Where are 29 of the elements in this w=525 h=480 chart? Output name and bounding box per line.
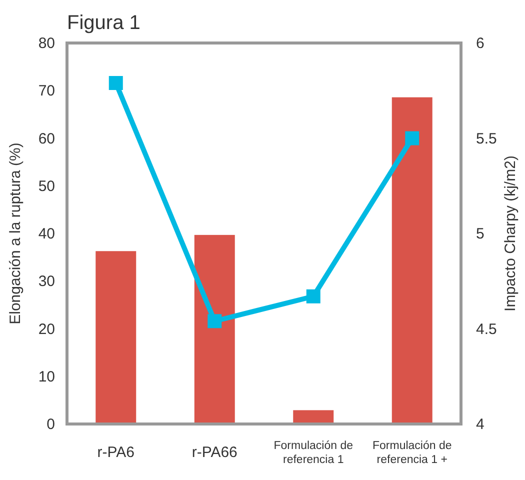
y-tick-label: 30: [38, 273, 55, 290]
bar: [392, 97, 432, 424]
y-tick-label: 50: [38, 178, 55, 195]
y-tick-label: 60: [38, 130, 55, 148]
x-tick-label: Formulación de referencia 1: [274, 440, 354, 466]
y-tick-label: 70: [38, 82, 55, 100]
y-axis-title: Elongación a la ruptura (%): [7, 142, 24, 324]
y2-tick-label: 5.5: [476, 130, 497, 148]
point: [405, 131, 420, 146]
y2-tick-label: 5: [476, 226, 484, 242]
y-tick-label: 80: [38, 35, 55, 52]
point: [108, 76, 123, 90]
bar: [293, 410, 334, 424]
point: [208, 314, 222, 328]
x-tick-label: r-PA6: [97, 444, 134, 461]
bar: [194, 234, 235, 424]
y2-tick-label: 4.5: [476, 320, 497, 338]
y2-axis-title: Impacto Charpy (kj/m2): [502, 156, 519, 312]
y-tick-label: 40: [38, 226, 55, 242]
y2-tick-label: 4: [476, 416, 484, 433]
y-tick-label: 20: [38, 320, 55, 338]
y-tick-label: 10: [38, 368, 55, 386]
point: [306, 289, 320, 304]
y-tick-label: 0: [46, 416, 55, 433]
x-tick-label: r-PA66: [192, 444, 238, 461]
bar: [96, 251, 136, 424]
y2-tick-label: 6: [476, 35, 484, 52]
x-tick-label: Formulación de referencia 1 +: [372, 440, 452, 466]
chart-title: Figura 1: [67, 12, 140, 34]
